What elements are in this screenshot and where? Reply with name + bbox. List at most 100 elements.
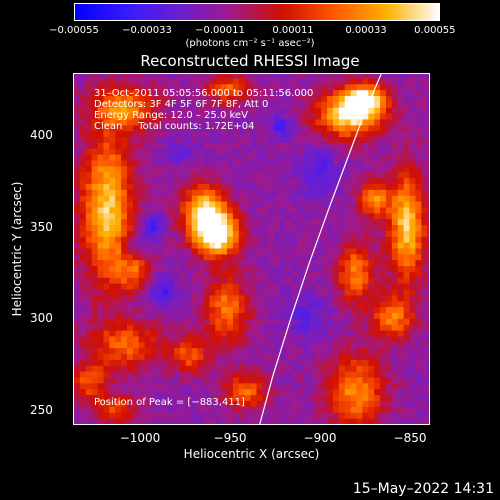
heatmap-cell <box>356 253 363 261</box>
peak-position-label: Position of Peak = [−883,411] <box>94 397 245 408</box>
heatmap-cell <box>344 248 352 255</box>
heatmap-cell <box>315 382 322 390</box>
heatmap-cell <box>121 365 128 372</box>
heatmap-cell <box>362 271 369 278</box>
heatmap-cell <box>126 347 134 355</box>
heatmap-cell <box>303 78 310 85</box>
heatmap-cell <box>344 359 352 366</box>
heatmap-cell <box>327 230 334 237</box>
heatmap-cell <box>215 406 222 413</box>
heatmap-cell <box>427 78 429 85</box>
heatmap-cell <box>174 177 181 184</box>
heatmap-cell <box>403 406 410 413</box>
heatmap-cell <box>109 165 116 173</box>
heatmap-cell <box>162 207 169 214</box>
heatmap-cell <box>250 365 257 372</box>
heatmap-cell <box>274 207 281 214</box>
heatmap-cell <box>215 83 222 91</box>
heatmap-cell <box>109 130 116 138</box>
heatmap-cell <box>209 130 216 138</box>
heatmap-cell <box>268 218 275 226</box>
heatmap-cell <box>126 388 134 396</box>
heatmap-cell <box>209 271 216 278</box>
heatmap-cell <box>74 160 81 167</box>
heatmap-cell <box>374 142 381 149</box>
heatmap-cell <box>309 201 316 208</box>
heatmap-cell <box>185 365 193 372</box>
heatmap-cell <box>303 300 310 308</box>
heatmap-cell <box>427 242 429 249</box>
heatmap-cell <box>121 382 128 390</box>
heatmap-cell <box>209 388 216 396</box>
heatmap-cell <box>156 136 163 143</box>
heatmap-cell <box>174 183 181 190</box>
heatmap-cell <box>197 224 204 231</box>
heatmap-cell <box>168 136 175 143</box>
heatmap-cell <box>403 253 410 261</box>
heatmap-cell <box>321 312 328 319</box>
heatmap-cell <box>185 113 193 120</box>
heatmap-cell <box>291 300 299 308</box>
heatmap-cell <box>250 289 257 296</box>
heatmap-cell <box>421 265 428 272</box>
heatmap-cell <box>397 207 405 214</box>
heatmap-cell <box>368 74 375 79</box>
heatmap-cell <box>385 353 393 360</box>
heatmap-cell <box>209 165 216 173</box>
heatmap-cell <box>421 165 428 173</box>
heatmap-cell <box>179 154 187 161</box>
heatmap-cell <box>115 124 122 132</box>
heatmap-cell <box>303 294 310 302</box>
heatmap-plot-area: 31–Oct–2011 05:05:56.000 to 05:11:56.000… <box>73 73 430 425</box>
heatmap-cell <box>238 95 246 102</box>
heatmap-cell <box>174 265 181 272</box>
heatmap-cell <box>256 218 263 226</box>
heatmap-cell <box>315 189 322 196</box>
heatmap-cell <box>409 119 416 126</box>
heatmap-cell <box>132 207 140 214</box>
heatmap-cell <box>179 183 187 190</box>
heatmap-cell <box>156 101 163 108</box>
heatmap-cell <box>362 318 369 325</box>
heatmap-cell <box>309 113 316 120</box>
heatmap-cell <box>427 300 429 308</box>
heatmap-cell <box>315 406 322 413</box>
heatmap-cell <box>256 341 263 349</box>
heatmap-cell <box>268 371 275 378</box>
heatmap-cell <box>74 318 81 325</box>
heatmap-cell <box>91 142 98 149</box>
heatmap-cell <box>238 195 246 202</box>
heatmap-cell <box>332 95 340 102</box>
heatmap-cell <box>332 306 340 313</box>
heatmap-cell <box>191 224 199 231</box>
heatmap-cell <box>215 277 222 284</box>
x-tick-label: −1000 <box>119 431 161 445</box>
heatmap-cell <box>391 242 399 249</box>
heatmap-cell <box>291 400 299 407</box>
heatmap-cell <box>244 400 251 407</box>
heatmap-cell <box>138 283 146 290</box>
heatmap-cell <box>421 300 428 308</box>
heatmap-cell <box>162 183 169 190</box>
heatmap-cell <box>179 171 187 179</box>
heatmap-cell <box>385 107 393 114</box>
heatmap-cell <box>268 412 275 419</box>
heatmap-cell <box>126 201 134 208</box>
heatmap-cell <box>209 318 216 325</box>
heatmap-cell <box>409 189 416 196</box>
heatmap-cell <box>121 248 128 255</box>
heatmap-cell <box>250 171 257 179</box>
heatmap-cell <box>368 89 375 97</box>
heatmap-cell <box>309 336 316 343</box>
heatmap-cell <box>268 142 275 149</box>
heatmap-cell <box>397 347 405 355</box>
heatmap-cell <box>91 294 98 302</box>
heatmap-cell <box>168 78 175 85</box>
heatmap-cell <box>415 189 422 196</box>
heatmap-cell <box>268 207 275 214</box>
heatmap-cell <box>356 336 363 343</box>
heatmap-cell <box>415 394 422 401</box>
heatmap-cell <box>256 230 263 237</box>
heatmap-cell <box>138 183 146 190</box>
heatmap-cell <box>303 388 310 396</box>
